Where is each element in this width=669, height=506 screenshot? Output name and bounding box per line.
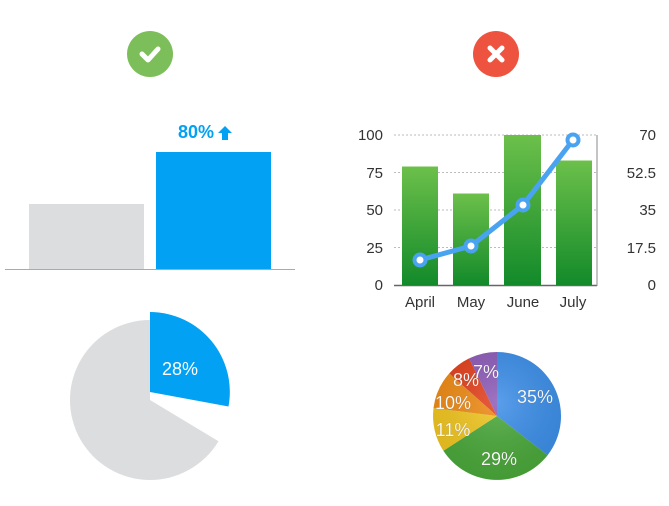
pie-highlight-label: 28% — [162, 359, 198, 379]
simple-bar-chart: 80% — [0, 110, 300, 275]
svg-text:7%: 7% — [473, 362, 499, 382]
good-check-icon — [127, 31, 173, 77]
bar-value-text: 80% — [178, 122, 215, 142]
line-points — [412, 132, 581, 268]
category-labels: April May June July — [405, 294, 587, 311]
bar-before — [29, 204, 144, 269]
bar-baseline — [5, 269, 295, 270]
bar-july — [556, 160, 592, 285]
svg-text:50: 50 — [366, 202, 383, 219]
svg-text:0: 0 — [375, 277, 383, 294]
simple-pie-chart: 28% — [69, 312, 230, 480]
svg-text:April: April — [405, 294, 435, 311]
svg-text:25: 25 — [366, 240, 383, 257]
svg-text:May: May — [457, 294, 486, 311]
bad-close-icon — [473, 31, 519, 77]
svg-text:100: 100 — [358, 127, 383, 144]
svg-text:July: July — [560, 294, 587, 311]
svg-text:June: June — [507, 294, 540, 311]
bar-value-label: 80% — [178, 122, 233, 143]
pie-slice-highlight — [150, 312, 230, 407]
svg-text:52.5: 52.5 — [627, 165, 656, 182]
pie-slice-labels: 35% 29% 11% 10% 8% 7% — [435, 362, 554, 470]
svg-text:17.5: 17.5 — [627, 240, 656, 257]
right-axis-ticks: 70 52.5 35 17.5 0 — [627, 127, 656, 294]
svg-text:11%: 11% — [436, 420, 471, 440]
combo-bar-line-chart: 100 75 50 25 0 70 52.5 35 17.5 0 April M… — [358, 127, 656, 311]
multi-pie-chart: 35% 29% 11% 10% 8% 7% — [433, 352, 562, 480]
svg-text:0: 0 — [648, 277, 656, 294]
trend-line — [417, 137, 576, 263]
pie-slice-rest — [69, 320, 219, 480]
svg-text:29%: 29% — [481, 449, 517, 469]
bar-after — [156, 152, 271, 269]
svg-text:35%: 35% — [517, 387, 553, 407]
svg-text:75: 75 — [366, 165, 383, 182]
svg-text:8%: 8% — [453, 370, 479, 390]
arrow-up-icon — [218, 125, 233, 140]
svg-text:70: 70 — [639, 127, 656, 144]
svg-text:10%: 10% — [435, 393, 471, 413]
left-axis-ticks: 100 75 50 25 0 — [358, 127, 383, 294]
svg-text:35: 35 — [639, 202, 656, 219]
